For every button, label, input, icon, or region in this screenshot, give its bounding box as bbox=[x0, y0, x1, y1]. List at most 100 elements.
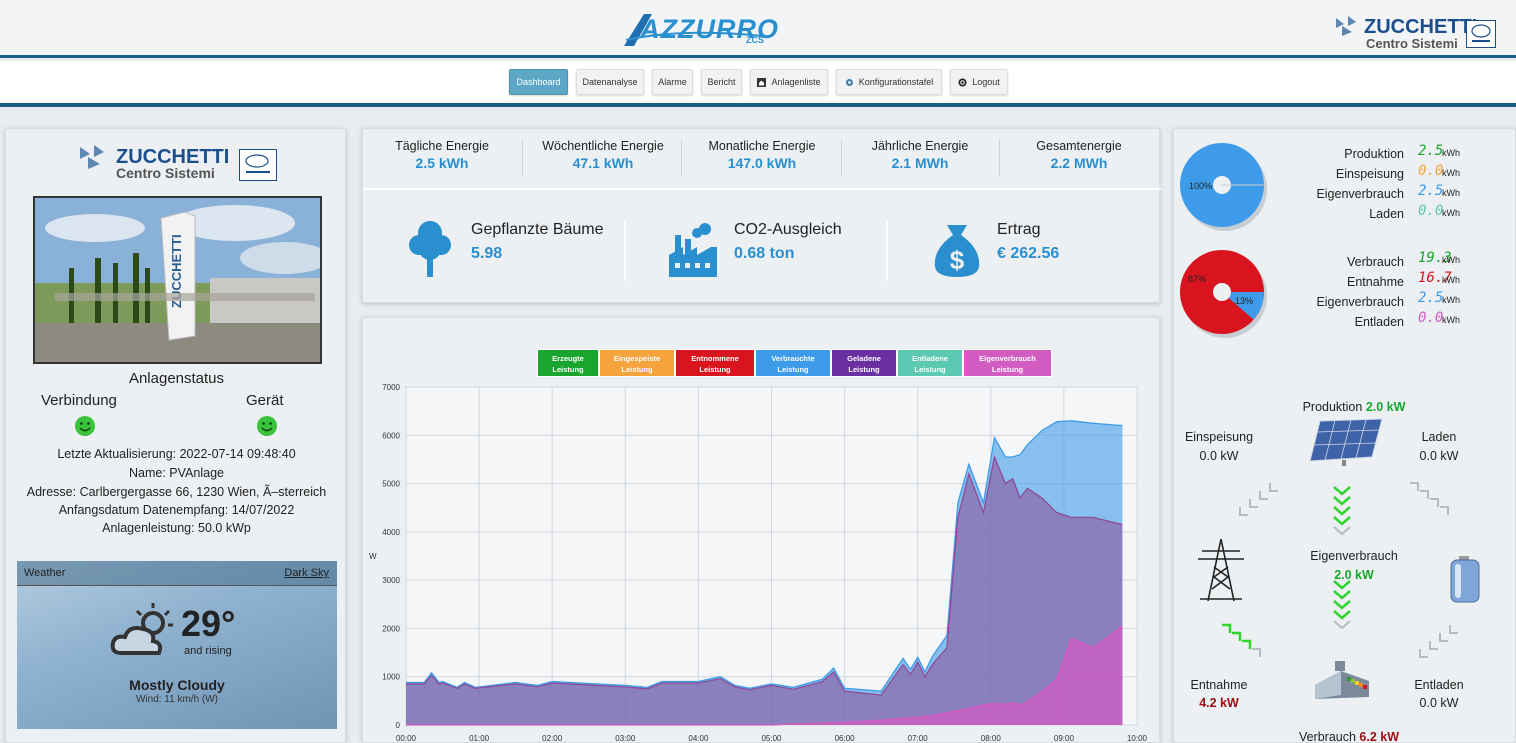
nav-alarme-label: Alarme bbox=[658, 77, 687, 87]
pie2-percent-a: 87% bbox=[1188, 274, 1206, 284]
nav-bericht[interactable]: Bericht bbox=[701, 69, 742, 95]
yearly-energy: Jährliche Energie 2.1 MWh bbox=[845, 139, 995, 171]
legend-generated[interactable]: Erzeugte Leistung bbox=[537, 349, 599, 377]
summary-charge-label: Laden bbox=[1369, 207, 1404, 221]
unit-kwh: kWh bbox=[1442, 255, 1460, 265]
legend-discharged[interactable]: Entladene Leistung bbox=[897, 349, 963, 377]
energy-summary-panel: Tägliche Energie 2.5 kWh Wöchentliche En… bbox=[362, 128, 1161, 303]
power-chart: 0 1000 2000 3000 4000 5000 6000 7000 00:00 01:00 0… bbox=[369, 383, 1148, 743]
legend-self-consumption[interactable]: Eigenverbrauch Leistung bbox=[963, 349, 1052, 377]
yearly-energy-label: Jährliche Energie bbox=[871, 139, 969, 153]
flow-production-value: 2.0 kW bbox=[1365, 400, 1406, 414]
summary-feed-value: 0.0 bbox=[1418, 163, 1444, 179]
flow-consumption-value: 6.2 kW bbox=[1359, 730, 1400, 743]
arrows-self-consumption-bottom-icon bbox=[1333, 580, 1351, 629]
nav-dashboard[interactable]: Dashboard bbox=[509, 69, 568, 95]
nav-alarme[interactable]: Alarme bbox=[652, 69, 693, 95]
series-area-eigenverbrauch-leistung bbox=[406, 626, 1123, 725]
summary-feed-label: Einspeisung bbox=[1335, 167, 1404, 181]
azzurro-logo[interactable]: AZZURRO ZCS bbox=[622, 10, 778, 50]
power-icon bbox=[958, 78, 967, 86]
consumption-pie-center bbox=[1213, 283, 1231, 301]
power-chart-panel: Erzeugte Leistung Eingespeiste Leistung … bbox=[362, 317, 1160, 743]
y-axis-label: W bbox=[369, 552, 377, 561]
y-tick-label: 1000 bbox=[382, 673, 400, 682]
unit-kwh: kWh bbox=[1442, 208, 1460, 218]
series-area-verbrauchte-leistung bbox=[406, 420, 1123, 725]
weekly-energy: Wöchentliche Energie 47.1 kWh bbox=[528, 139, 678, 171]
factory-icon bbox=[669, 223, 717, 277]
legend-charged-label: Geladene Leistung bbox=[847, 354, 881, 374]
trees-planted-value: 5.98 bbox=[471, 245, 503, 262]
weather-trend: and rising bbox=[184, 645, 232, 657]
zucchetti-logo-panel: ZUCCHETTI Centro Sistemi bbox=[76, 143, 281, 183]
co2-offset: CO2-Ausgleich 0.68 ton bbox=[734, 221, 842, 263]
flow-draw-label: Entnahme bbox=[1190, 678, 1248, 692]
nav-logout[interactable]: Logout bbox=[950, 69, 1008, 95]
summary-discharge-value: 0.0 bbox=[1418, 310, 1444, 326]
power-pylon-icon bbox=[1198, 538, 1244, 602]
legend-fed-in[interactable]: Eingespeiste Leistung bbox=[599, 349, 675, 377]
y-tick-label: 5000 bbox=[382, 480, 400, 489]
plant-status-title: Anlagenstatus bbox=[128, 370, 225, 387]
y-tick-label: 0 bbox=[396, 721, 401, 730]
svg-text:$: $ bbox=[950, 245, 965, 275]
divider bbox=[841, 139, 842, 177]
unit-kwh: kWh bbox=[1442, 168, 1460, 178]
flow-charge-value: 0.0 kW bbox=[1419, 449, 1459, 463]
x-tick-label: 02:00 bbox=[542, 734, 563, 743]
main-navigation: Dashboard Datenanalyse Alarme Bericht An… bbox=[0, 61, 1516, 107]
summary-consumption-label: Verbrauch bbox=[1347, 255, 1404, 269]
unit-kwh: kWh bbox=[1442, 275, 1460, 285]
y-tick-label: 7000 bbox=[382, 383, 400, 392]
plant-info-panel: ZUCCHETTI Centro Sistemi ZUCCHETTI Anlag… bbox=[5, 128, 346, 743]
weekly-energy-value: 47.1 kWh bbox=[572, 155, 634, 171]
svg-text:ZUCCHETTI: ZUCCHETTI bbox=[169, 234, 184, 308]
flow-feed-value: 0.0 kW bbox=[1199, 449, 1239, 463]
zucchetti-mark-icon bbox=[1336, 16, 1356, 36]
divider bbox=[681, 139, 682, 177]
x-tick-label: 00:00 bbox=[396, 734, 417, 743]
top-header: AZZURRO ZCS ZUCCHETTI Centro Sistemi bbox=[0, 0, 1516, 58]
divider bbox=[886, 221, 888, 281]
yearly-energy-value: 2.1 MWh bbox=[891, 155, 949, 171]
unit-kwh: kWh bbox=[1442, 148, 1460, 158]
flow-production: Produktion 2.0 kW bbox=[1284, 400, 1424, 414]
summary-charge-value: 0.0 bbox=[1418, 203, 1444, 219]
summary-draw-value: 16.7 bbox=[1418, 270, 1452, 286]
total-energy-label: Gesamtenergie bbox=[1036, 139, 1122, 153]
plant-address-text: Adresse: Carlbergergasse 66, 1230 Wien, … bbox=[26, 485, 327, 499]
weather-wind: Wind: 11 km/h (W) bbox=[135, 694, 219, 705]
zucchetti-logo-header: ZUCCHETTI Centro Sistemi bbox=[1330, 14, 1500, 54]
divider bbox=[624, 221, 626, 281]
x-tick-label: 05:00 bbox=[761, 734, 782, 743]
divider bbox=[999, 139, 1000, 177]
series-line-verbrauchte-leistung bbox=[406, 420, 1123, 692]
chart-legend: Erzeugte Leistung Eingespeiste Leistung … bbox=[537, 349, 1052, 377]
tree-icon bbox=[409, 221, 451, 277]
flow-discharge-label: Entladen bbox=[1414, 678, 1464, 692]
summary-draw-label: Entnahme bbox=[1347, 275, 1404, 289]
nav-anlagenliste-label: Anlagenliste bbox=[771, 77, 821, 87]
nav-konfigurationstafel[interactable]: Konfigurationstafel bbox=[836, 69, 942, 95]
legend-fed-in-label: Eingespeiste Leistung bbox=[613, 354, 661, 374]
nav-datenanalyse[interactable]: Datenanalyse bbox=[576, 69, 644, 95]
y-tick-label: 6000 bbox=[382, 431, 400, 440]
x-tick-label: 04:00 bbox=[688, 734, 709, 743]
dark-sky-link[interactable]: Dark Sky bbox=[284, 567, 329, 579]
summary-consumption-value: 19.3 bbox=[1418, 250, 1452, 266]
weekly-energy-label: Wöchentliche Energie bbox=[542, 139, 664, 153]
flow-self-consumption-label: Eigenverbrauch bbox=[1310, 549, 1398, 563]
azzurro-wordmark: AZZURRO bbox=[640, 14, 779, 44]
consumption-pie-slice-eigenverbrauch bbox=[1222, 292, 1264, 320]
flow-consumption: Verbrauch 6.2 kW bbox=[1274, 730, 1424, 743]
legend-charged[interactable]: Geladene Leistung bbox=[831, 349, 897, 377]
balance-panel: 100% Produktion Einspeisung Eigenverbrau… bbox=[1173, 128, 1516, 743]
zucchetti-mark-icon bbox=[80, 145, 104, 169]
start-date-text: Anfangsdatum Datenempfang: 14/07/2022 bbox=[58, 503, 295, 517]
nav-anlagenliste[interactable]: Anlagenliste bbox=[750, 69, 828, 95]
monthly-energy-label: Monatliche Energie bbox=[708, 139, 816, 153]
legend-consumed[interactable]: Verbrauchte Leistung bbox=[755, 349, 831, 377]
legend-drawn[interactable]: Entnommene Leistung bbox=[675, 349, 755, 377]
house-consumption-icon bbox=[1315, 661, 1369, 699]
